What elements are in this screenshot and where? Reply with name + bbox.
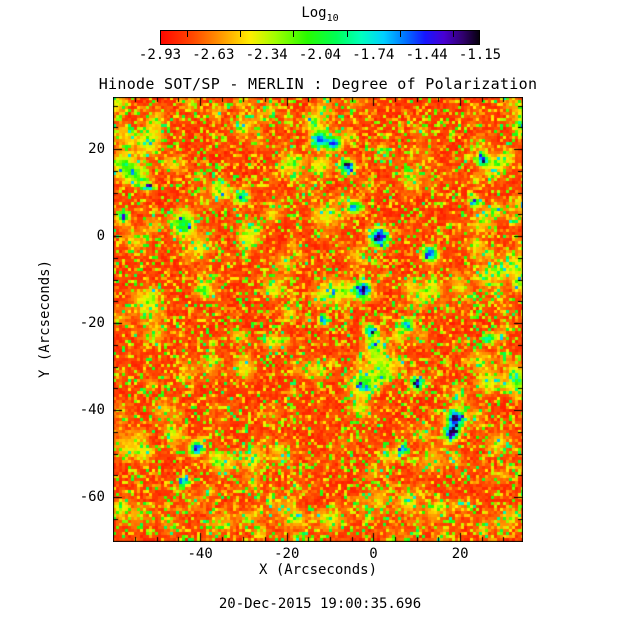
colorbar-tick — [293, 31, 295, 37]
x-axis-label: X (Arcseconds) — [258, 562, 378, 578]
x-tick-label: -20 — [274, 546, 300, 562]
colorbar-tick — [453, 31, 455, 37]
x-tick-label: 0 — [369, 546, 378, 562]
colorbar-title-subscript: 10 — [326, 12, 339, 24]
timestamp: 20-Dec-2015 19:00:35.696 — [218, 596, 422, 612]
x-tick-label: -40 — [187, 546, 213, 562]
colorbar-tick-label: -1.15 — [458, 47, 502, 63]
colorbar-tick-label: -1.74 — [352, 47, 395, 63]
plot-area — [113, 97, 523, 542]
colorbar-tick — [240, 31, 241, 37]
colorbar-tick — [186, 31, 188, 37]
colorbar-title: Log10 — [0, 5, 640, 24]
y-tick-label: -20 — [79, 315, 105, 332]
y-tick-label: -40 — [79, 402, 105, 419]
colorbar-tick-label: -2.63 — [192, 47, 235, 63]
colorbar-tick-label: -2.04 — [298, 47, 342, 63]
colorbar-tick — [346, 31, 348, 37]
y-tick-label: -60 — [79, 489, 105, 506]
colorbar-tick-label: -2.93 — [138, 47, 182, 63]
x-tick-label: 20 — [451, 546, 469, 562]
y-tick-label: 0 — [96, 228, 105, 245]
y-axis-label: Y (Arcseconds) — [37, 259, 53, 379]
colorbar-tick-label: -1.44 — [405, 47, 448, 63]
colorbar-title-text: Log — [301, 5, 327, 21]
colorbar-gradient — [160, 30, 480, 45]
y-tick-label: 20 — [88, 141, 105, 158]
colorbar-tick — [400, 31, 401, 37]
colorbar-tick-label: -2.34 — [245, 47, 288, 63]
plot-title: Hinode SOT/SP - MERLIN : Degree of Polar… — [98, 75, 538, 93]
polarization-map-canvas — [113, 97, 523, 542]
